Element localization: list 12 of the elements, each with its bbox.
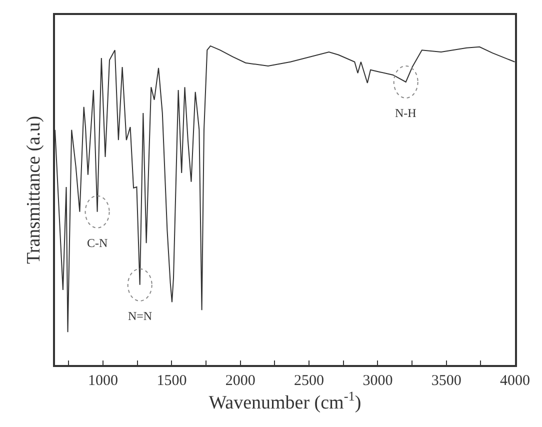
- x-tick-label: 1000: [88, 372, 118, 389]
- x-tick-label: 3500: [431, 372, 462, 389]
- x-tick-label: 4000: [500, 372, 530, 389]
- x-tick-label: 1500: [156, 372, 187, 389]
- annotation: N-H: [395, 106, 417, 120]
- x-tick-label: 2000: [225, 372, 256, 389]
- x-tick-label: 3000: [362, 372, 393, 389]
- annotation: C-N: [87, 236, 108, 250]
- annotation: N=N: [128, 309, 152, 323]
- y-axis-title: Transmittance (a.u): [24, 116, 45, 264]
- x-axis-title: Wavenumber (cm$^{-1}$): [208, 388, 362, 414]
- x-tick-label: 2500: [294, 372, 324, 389]
